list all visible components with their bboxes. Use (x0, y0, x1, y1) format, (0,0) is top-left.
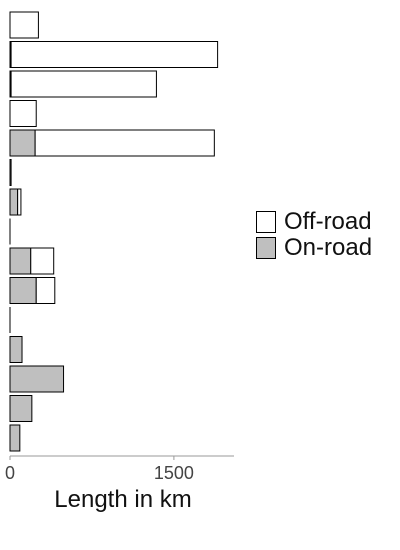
legend-item-off-road: Off-road (256, 208, 372, 235)
legend-swatch-on-road (256, 237, 276, 259)
bar-off-road-3 (9, 100, 37, 127)
x-axis-title: Length in km (54, 486, 191, 513)
bars-group (9, 11, 219, 452)
legend-swatch-off-road (256, 211, 276, 233)
legend-item-on-road: On-road (256, 234, 373, 261)
bar-off-road-9 (35, 277, 56, 304)
bar-on-road-6 (9, 188, 19, 216)
bar-off-road-0 (9, 11, 39, 39)
legend-label-off-road: Off-road (284, 208, 372, 235)
bar-on-road-5 (9, 159, 12, 186)
legend-label-on-road: On-road (284, 234, 373, 261)
bar-off-road-8 (30, 247, 55, 275)
bar-on-road-11 (9, 336, 23, 363)
bar-off-road-1 (10, 41, 219, 68)
bar-off-road-2 (10, 70, 157, 98)
bar-on-road-8 (9, 247, 32, 275)
bar-off-road-6 (17, 188, 22, 216)
bar-off-road-4 (34, 129, 215, 157)
x-tick-label-0: 0 (5, 463, 15, 483)
bar-on-road-12 (9, 365, 65, 393)
bar-on-road-14 (9, 424, 21, 452)
bar-on-road-13 (9, 395, 33, 422)
legend: Off-road On-road (256, 208, 373, 261)
bar-on-road-4 (9, 129, 36, 157)
bar-on-road-9 (9, 277, 37, 304)
x-tick-label-1500: 1500 (154, 463, 194, 483)
